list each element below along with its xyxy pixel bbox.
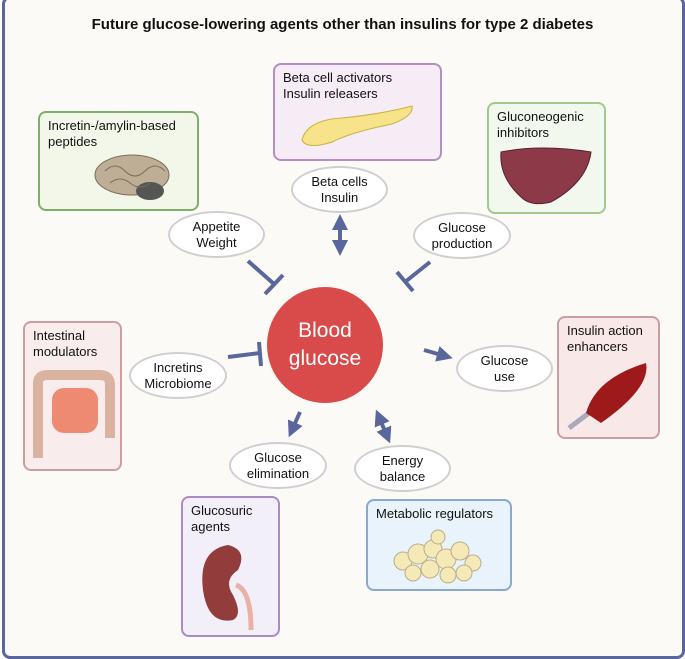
target-glucose-use: Glucose use: [456, 345, 553, 392]
muscle-icon: [567, 363, 647, 430]
box-label: Gluconeogenic: [497, 109, 584, 124]
box-metabolic-regulators: Metabolic regulators: [366, 499, 512, 591]
label: use: [494, 368, 515, 384]
inhibit-arrow-glucose-production: [395, 260, 432, 293]
target-appetite-weight: Appetite Weight: [168, 211, 265, 258]
target-energy-balance: Energy balance: [354, 445, 451, 492]
label: elimination: [246, 465, 310, 481]
label: Appetite: [192, 218, 241, 234]
label: Energy: [381, 452, 424, 468]
label: Weight: [196, 234, 237, 250]
box-glucosuric-agents: Glucosuric agents: [181, 496, 280, 637]
target-incretins-microbiome: Incretins Microbiome: [129, 352, 227, 399]
box-incretin-peptides: Incretin-/amylin-based peptides: [38, 111, 199, 211]
target-glucose-elimination: Glucose elimination: [229, 442, 327, 489]
box-insulin-action-enhancers: Insulin action enhancers: [557, 316, 660, 439]
box-label: Insulin action: [567, 323, 643, 338]
inhibit-arrow-incretins: [227, 341, 263, 367]
label: Microbiome: [144, 375, 212, 391]
target-glucose-production: Glucose production: [413, 212, 511, 259]
adipose-cells-icon: [393, 529, 482, 584]
box-label: Incretin-/amylin-based: [48, 118, 176, 133]
pancreas-icon: [301, 105, 413, 146]
arrow-glucose-use: [423, 346, 453, 362]
intestine-icon: [33, 370, 115, 458]
diagram-title: Future glucose-lowering agents other tha…: [91, 16, 594, 33]
kidney-icon: [202, 545, 254, 631]
label: production: [431, 235, 493, 251]
box-label: agents: [191, 519, 231, 534]
box-label: Glucosuric: [191, 503, 253, 518]
label: Glucose: [438, 219, 486, 235]
box-label: modulators: [33, 344, 98, 359]
box-beta-cell-activators: Beta cell activators Insulin releasers: [273, 63, 442, 161]
label: Insulin: [320, 189, 359, 205]
brain-icon: [94, 154, 170, 200]
label: Glucose: [254, 449, 302, 465]
box-gluconeogenic-inhibitors: Gluconeogenic inhibitors: [487, 102, 606, 214]
box-label: Beta cell activators: [283, 70, 393, 85]
box-label: Metabolic regulators: [376, 506, 494, 521]
arrow-glucose-elimination: [287, 411, 303, 438]
blood-glucose-circle: Blood glucose: [267, 287, 383, 403]
bidirectional-arrow-energy-balance: [374, 409, 392, 444]
liver-icon: [500, 147, 592, 205]
box-label: Insulin releasers: [283, 86, 378, 101]
label: Beta cells: [311, 173, 368, 189]
box-label: Intestinal: [33, 328, 86, 343]
inhibit-arrow-appetite: [246, 259, 285, 296]
box-label: enhancers: [567, 339, 628, 354]
center-label-2: glucose: [288, 347, 362, 370]
label: Glucose: [480, 352, 529, 368]
center-label-1: Blood: [298, 319, 352, 342]
label: Incretins: [153, 359, 203, 375]
label: balance: [379, 468, 426, 484]
target-beta-cells-insulin: Beta cells Insulin: [291, 166, 388, 213]
box-intestinal-modulators: Intestinal modulators: [23, 321, 122, 471]
box-label: inhibitors: [497, 125, 550, 140]
box-label: peptides: [48, 134, 98, 149]
